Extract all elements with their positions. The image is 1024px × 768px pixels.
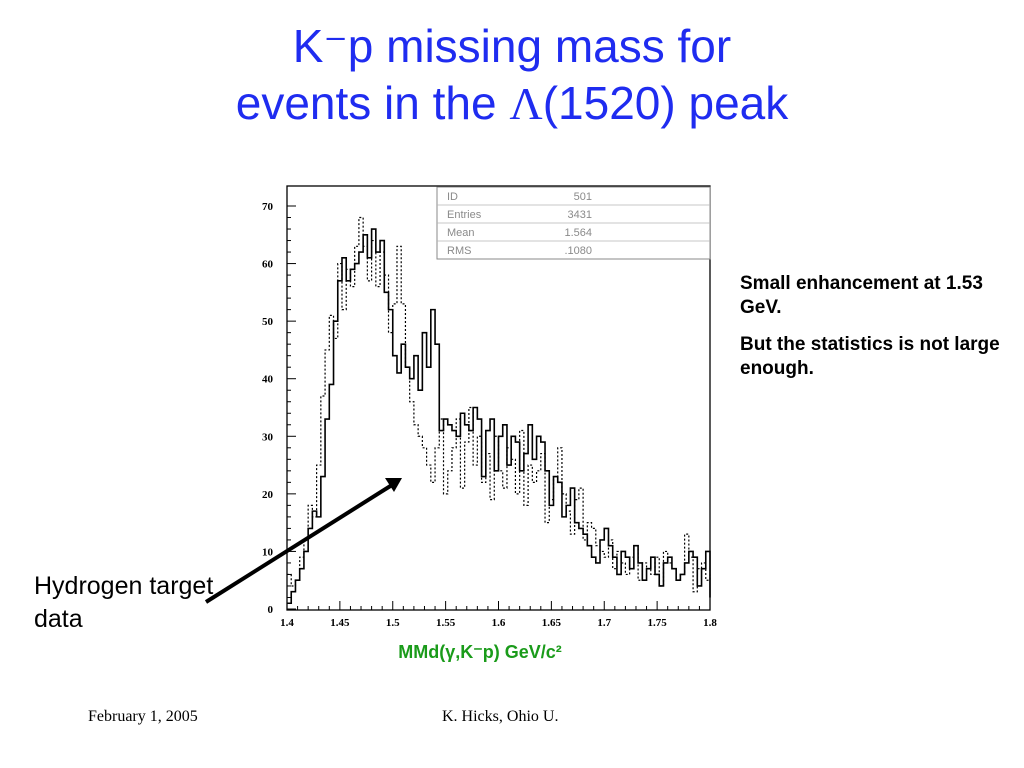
note-enhancement: Small enhancement at 1.53 GeV. (740, 273, 983, 318)
y-tick-label: 10 (262, 546, 274, 558)
histogram-solid-series (287, 228, 711, 605)
stats-id-label: ID (447, 191, 458, 203)
slide-title: K⁻p missing mass for events in the Λ(152… (0, 18, 1024, 132)
x-tick-label: 1.65 (542, 617, 562, 629)
title-line-2: events in the Λ(1520) peak (0, 75, 1024, 132)
y-tick-label: 0 (268, 604, 274, 616)
y-tick-label: 60 (262, 259, 274, 271)
stats-entries-label: Entries (447, 209, 482, 221)
note-statistics: But the statistics is not large enough. (740, 334, 1000, 379)
x-tick-label: 1.4 (280, 617, 294, 629)
x-tick-label: 1.6 (492, 617, 506, 629)
stats-rms-value: .1080 (564, 245, 592, 257)
x-tick-label: 1.7 (597, 617, 611, 629)
y-tick-label: 20 (262, 489, 274, 501)
title-line-2-pre: events in the (235, 77, 510, 129)
y-tick-label: 30 (262, 431, 274, 443)
x-axis-label: MMd(γ,K⁻p) GeV/c² (398, 642, 562, 662)
x-tick-label: 1.5 (386, 617, 400, 629)
x-tick-label: 1.45 (330, 617, 350, 629)
callout-arrow-line (204, 483, 394, 604)
stats-rms-label: RMS (447, 245, 471, 257)
stats-mean-value: 1.564 (564, 227, 592, 239)
title-line-2-post: (1520) peak (542, 77, 789, 129)
stats-box: ID 501 Entries 3431 Mean 1.564 RMS .1080 (436, 186, 711, 260)
callout-label: Hydrogen target data (34, 572, 214, 633)
title-line-1: K⁻p missing mass for (292, 20, 732, 72)
y-tick-label: 50 (262, 316, 274, 328)
stats-id-value: 501 (574, 191, 592, 203)
y-tick-label: 40 (262, 374, 274, 386)
footer-date: February 1, 2005 (88, 708, 198, 725)
annotation-note: Small enhancement at 1.53 GeV. But the s… (740, 272, 1000, 394)
histogram-dashed-series (287, 216, 711, 593)
footer-author: K. Hicks, Ohio U. (442, 708, 559, 725)
title-lambda-symbol: Λ (509, 78, 543, 129)
stats-entries-value: 3431 (568, 209, 592, 221)
axes: 0 10 20 30 40 50 60 70 1.4 1.45 1.5 1.55 1.6 1.65 1.7 1… (262, 185, 717, 629)
plot-area (287, 216, 711, 605)
x-tick-label: 1.75 (648, 617, 668, 629)
x-tick-label: 1.8 (703, 617, 717, 629)
callout-arrow-head (385, 478, 402, 492)
x-tick-label: 1.55 (436, 617, 456, 629)
stats-mean-label: Mean (447, 227, 475, 239)
y-tick-label: 70 (262, 201, 274, 213)
